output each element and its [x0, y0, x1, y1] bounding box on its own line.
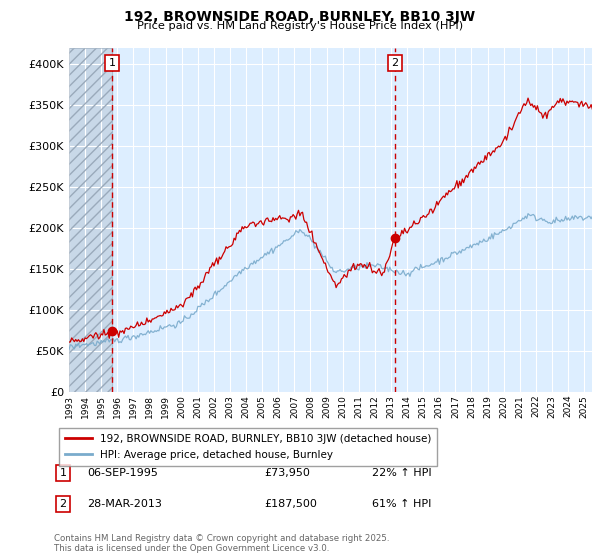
Text: £187,500: £187,500 [264, 499, 317, 509]
Bar [69, 48, 112, 392]
Text: 1: 1 [59, 468, 67, 478]
Text: 61% ↑ HPI: 61% ↑ HPI [372, 499, 431, 509]
Text: 28-MAR-2013: 28-MAR-2013 [87, 499, 162, 509]
Text: 2: 2 [59, 499, 67, 509]
Text: 1: 1 [109, 58, 115, 68]
Text: 06-SEP-1995: 06-SEP-1995 [87, 468, 158, 478]
Text: 22% ↑ HPI: 22% ↑ HPI [372, 468, 431, 478]
Text: 2: 2 [391, 58, 398, 68]
Legend: 192, BROWNSIDE ROAD, BURNLEY, BB10 3JW (detached house), HPI: Average price, det: 192, BROWNSIDE ROAD, BURNLEY, BB10 3JW (… [59, 428, 437, 466]
Text: 192, BROWNSIDE ROAD, BURNLEY, BB10 3JW: 192, BROWNSIDE ROAD, BURNLEY, BB10 3JW [124, 10, 476, 24]
Text: Price paid vs. HM Land Registry's House Price Index (HPI): Price paid vs. HM Land Registry's House … [137, 21, 463, 31]
Text: Contains HM Land Registry data © Crown copyright and database right 2025.
This d: Contains HM Land Registry data © Crown c… [54, 534, 389, 553]
Text: £73,950: £73,950 [264, 468, 310, 478]
Bar [69, 48, 112, 392]
